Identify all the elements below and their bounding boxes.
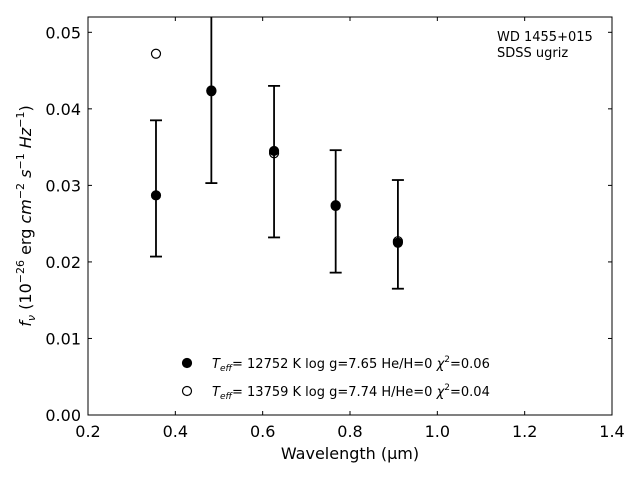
y-tick-label: 0.04 xyxy=(45,100,81,119)
legend-label-series-2: Teff= 13759 K log g=7.74 H/He=0 χ2=0.04 xyxy=(212,383,490,402)
point-filled xyxy=(392,237,404,248)
x-tick-label: 0.4 xyxy=(163,422,188,441)
point-open xyxy=(150,48,162,59)
x-tick-label: 0.2 xyxy=(75,422,100,441)
y-tick-label: 0.05 xyxy=(45,23,81,42)
x-axis-ticks: 0.2 0.4 0.6 0.8 1.0 1.2 1.4 xyxy=(75,17,625,441)
y-tick-label: 0.02 xyxy=(45,253,81,272)
legend: Teff= 12752 K log g=7.65 He/H=0 χ2=0.06 … xyxy=(181,355,490,402)
point-filled xyxy=(206,85,217,96)
y-tick-label: 0.03 xyxy=(45,176,81,195)
x-tick-label: 1.2 xyxy=(512,422,537,441)
x-axis-label: Wavelength (μm) xyxy=(281,444,419,463)
point-filled xyxy=(330,200,341,211)
x-tick-label: 0.6 xyxy=(250,422,275,441)
point-filled xyxy=(268,145,280,157)
x-tick-label: 1.0 xyxy=(425,422,450,441)
x-tick-label: 0.8 xyxy=(337,422,362,441)
data-marks xyxy=(149,17,404,290)
y-tick-label: 0.01 xyxy=(45,329,81,348)
legend-marker-open xyxy=(181,385,193,397)
point-filled xyxy=(150,190,162,201)
error-bar xyxy=(329,149,342,274)
y-tick-label: 0.00 xyxy=(45,406,81,425)
y-axis-ticks: 0.00 0.01 0.02 0.03 0.04 0.05 xyxy=(45,23,612,425)
error-bar xyxy=(391,179,404,290)
legend-label-series-1: Teff= 12752 K log g=7.65 He/H=0 χ2=0.06 xyxy=(212,355,490,374)
x-tick-label: 1.4 xyxy=(599,422,624,441)
annotation-object-name: WD 1455+015 xyxy=(497,30,593,45)
error-bar xyxy=(268,84,281,239)
error-bar xyxy=(149,119,162,258)
y-axis-label: fν (10−26 erg cm−2 s−1 Hz−1) xyxy=(14,105,38,326)
annotation-survey-name: SDSS ugriz xyxy=(497,46,568,61)
legend-marker-filled xyxy=(181,357,193,369)
error-bar xyxy=(205,17,218,184)
